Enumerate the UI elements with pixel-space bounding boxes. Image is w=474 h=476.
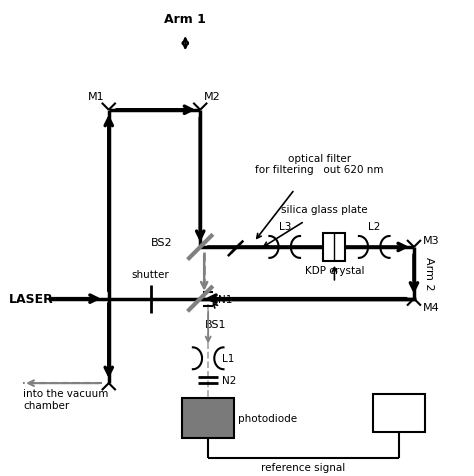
Text: optical filter
for filtering   out 620 nm: optical filter for filtering out 620 nm xyxy=(255,153,384,175)
Text: L1: L1 xyxy=(222,354,235,364)
Text: N2: N2 xyxy=(222,376,237,386)
Text: BS1: BS1 xyxy=(205,319,227,329)
Text: into the vacuum
chamber: into the vacuum chamber xyxy=(23,388,109,410)
Text: M3: M3 xyxy=(423,236,439,246)
Text: photodiode: photodiode xyxy=(238,413,297,423)
Text: PC: PC xyxy=(391,407,407,419)
Text: L3: L3 xyxy=(279,221,291,231)
Text: LASER: LASER xyxy=(9,293,54,306)
Text: M2: M2 xyxy=(204,91,221,101)
Text: BS2: BS2 xyxy=(151,238,173,248)
Text: M4: M4 xyxy=(423,302,440,312)
Bar xyxy=(323,234,346,261)
Text: shutter: shutter xyxy=(132,269,169,279)
Bar xyxy=(373,394,425,432)
Text: KDP crystal: KDP crystal xyxy=(305,265,364,275)
Text: M1: M1 xyxy=(88,91,105,101)
Text: silica glass plate: silica glass plate xyxy=(281,205,368,215)
Text: Arm 1: Arm 1 xyxy=(164,13,206,26)
Text: reference signal: reference signal xyxy=(262,462,346,472)
Text: N1: N1 xyxy=(218,294,232,304)
Bar xyxy=(182,398,234,438)
Text: L2: L2 xyxy=(368,221,380,231)
Text: Arm 2: Arm 2 xyxy=(424,257,434,290)
